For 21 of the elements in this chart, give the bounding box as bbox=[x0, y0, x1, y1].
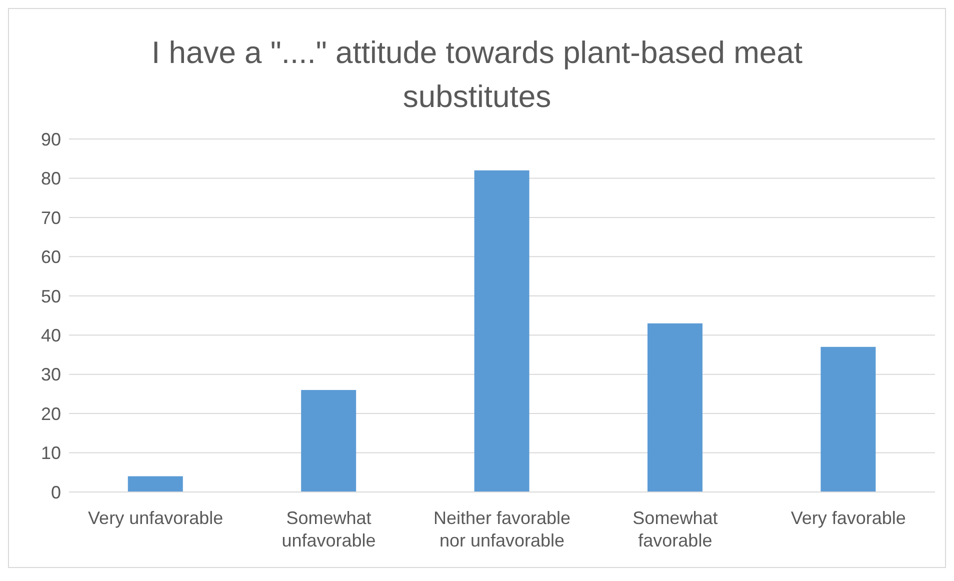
x-tick-label: Very favorable bbox=[790, 508, 906, 528]
y-tick-label: 40 bbox=[40, 326, 61, 346]
chart-title: I have a "...." attitude towards plant-based meat substitutes bbox=[150, 34, 804, 116]
y-tick-label: 90 bbox=[40, 129, 61, 150]
y-tick-label: 10 bbox=[40, 443, 61, 464]
y-tick-label: 60 bbox=[40, 247, 61, 268]
y-tick-label: 0 bbox=[50, 482, 61, 502]
y-tick-label: 70 bbox=[40, 208, 61, 228]
y-tick-label: 30 bbox=[40, 364, 61, 385]
y-tick-label: 80 bbox=[40, 168, 61, 189]
x-tick-label: Very unfavorable bbox=[88, 508, 224, 528]
bar bbox=[474, 170, 530, 492]
x-tick-label: Somewhat favorable bbox=[632, 508, 718, 551]
y-tick-label: 20 bbox=[40, 404, 61, 424]
bar bbox=[820, 346, 876, 492]
x-tick-label: Somewhat unfavorable bbox=[282, 508, 376, 551]
bar bbox=[647, 323, 702, 492]
y-tick-label: 50 bbox=[40, 286, 61, 306]
x-tick-label: Neither favorable nor unfavorable bbox=[433, 508, 571, 551]
bar bbox=[128, 476, 183, 492]
bar bbox=[301, 390, 356, 492]
